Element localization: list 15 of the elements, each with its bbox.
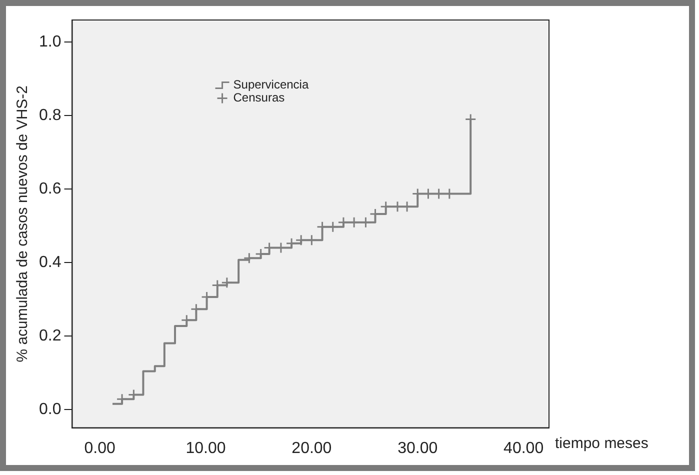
x-tick-label: 40.00 bbox=[504, 440, 544, 457]
y-tick-label: 0.8 bbox=[38, 106, 62, 124]
legend-label: Supervicencia bbox=[233, 78, 309, 92]
x-tick-label: 10.00 bbox=[186, 440, 226, 457]
y-tick-label: 0.4 bbox=[38, 254, 62, 271]
x-tick-label: 20.00 bbox=[292, 440, 332, 457]
x-tick-label: 30.00 bbox=[398, 440, 438, 457]
y-tick-label: 1.0 bbox=[38, 33, 62, 50]
y-tick-label: 0.6 bbox=[38, 180, 62, 198]
y-tick-label: 0.0 bbox=[38, 400, 62, 418]
y-axis-title: % acumulada de casos nuevos de VHS-2 bbox=[14, 85, 32, 362]
x-tick-label: 0.00 bbox=[84, 440, 116, 457]
x-axis-title: tiempo meses bbox=[555, 434, 648, 452]
legend-label: Censuras bbox=[233, 90, 285, 105]
y-tick-label: 0.2 bbox=[38, 327, 62, 344]
